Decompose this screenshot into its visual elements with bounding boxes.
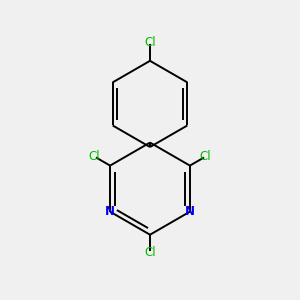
Text: Cl: Cl [144, 246, 156, 259]
Text: Cl: Cl [89, 150, 100, 163]
Text: Cl: Cl [144, 37, 156, 50]
Text: Cl: Cl [200, 150, 211, 163]
Text: N: N [185, 205, 195, 218]
Text: N: N [105, 205, 115, 218]
